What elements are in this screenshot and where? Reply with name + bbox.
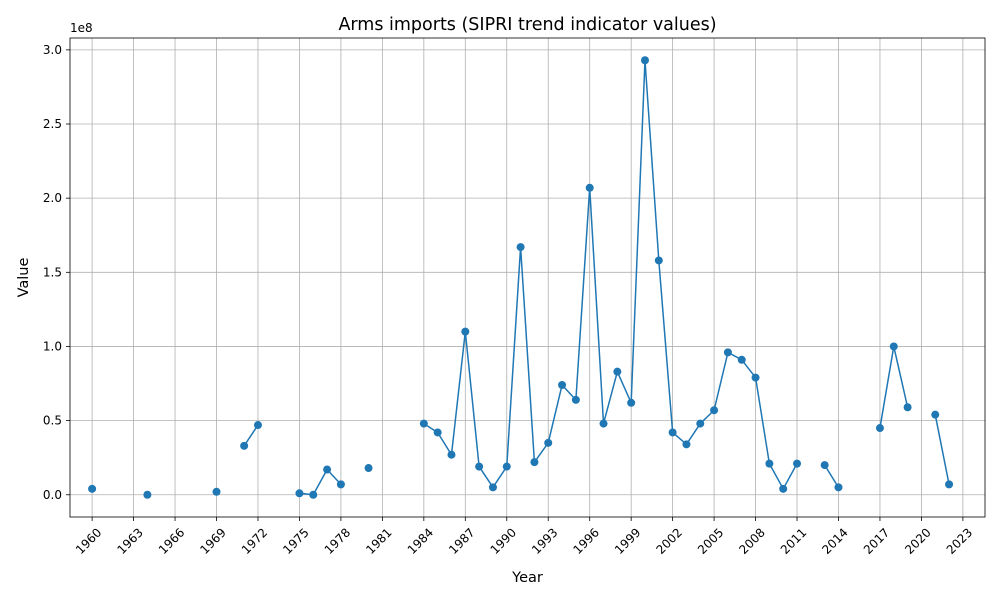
x-tick-label: 2005	[695, 525, 726, 556]
data-point	[585, 183, 594, 192]
chart-title: Arms imports (SIPRI trend indicator valu…	[338, 15, 716, 35]
data-point	[558, 381, 567, 390]
data-point	[737, 355, 746, 364]
x-tick-label: 1972	[239, 525, 270, 556]
series-line	[934, 414, 950, 485]
data-point	[945, 480, 954, 489]
y-axis-multiplier: 1e8	[70, 21, 93, 35]
data-point	[723, 348, 732, 357]
data-point	[295, 489, 304, 498]
data-point	[696, 419, 705, 428]
x-tick-label: 1999	[612, 525, 643, 556]
series-line	[299, 468, 342, 496]
data-point	[834, 483, 843, 492]
data-point	[668, 428, 677, 437]
series-arms-imports	[88, 56, 954, 499]
x-tick-label: 2017	[861, 525, 892, 556]
y-tick-label: 2.5	[43, 117, 62, 131]
data-point	[502, 462, 511, 471]
data-point	[710, 406, 719, 415]
data-point	[419, 419, 428, 428]
data-point	[903, 403, 912, 412]
plot-frame	[69, 37, 986, 518]
data-point	[433, 428, 442, 437]
x-tick-label: 1960	[73, 525, 104, 556]
y-axis-title: Value	[16, 258, 32, 298]
data-point	[488, 483, 497, 492]
y-tick-label: 1.0	[43, 339, 62, 353]
data-point	[309, 490, 318, 499]
x-tick-label: 1984	[405, 525, 436, 556]
y-tick-label: 0.0	[43, 488, 62, 502]
data-point	[212, 487, 221, 496]
x-tick-label: 1966	[156, 525, 187, 556]
data-point	[640, 56, 649, 65]
y-axis-ticks: 0.0 0.5 1.0 1.5 2.0 2.5 3.0	[43, 43, 70, 502]
data-point	[88, 484, 97, 493]
x-tick-label: 1996	[571, 525, 602, 556]
x-tick-label: 1981	[363, 525, 394, 556]
data-point	[599, 419, 608, 428]
x-tick-label: 2023	[944, 525, 975, 556]
x-tick-label: 1987	[446, 525, 477, 556]
data-point	[779, 484, 788, 493]
data-point	[336, 480, 345, 489]
data-point	[875, 424, 884, 433]
x-axis-title: Year	[511, 570, 543, 586]
series-line	[243, 424, 259, 447]
data-point	[682, 440, 691, 449]
series-line	[824, 464, 840, 488]
y-tick-label: 0.5	[43, 414, 62, 428]
x-axis-ticks: 1960 1963 1966 1969 1972 1975 1978 1981 1984 1987…	[73, 517, 975, 557]
series-line	[879, 345, 909, 429]
data-point	[765, 459, 774, 468]
x-tick-label: 1975	[280, 525, 311, 556]
grid	[70, 38, 985, 517]
data-point	[253, 421, 262, 430]
data-point	[793, 459, 802, 468]
y-tick-label: 2.0	[43, 191, 62, 205]
data-point	[889, 342, 898, 351]
data-point	[516, 243, 525, 252]
x-tick-label: 1990	[488, 525, 519, 556]
x-tick-label: 2002	[653, 525, 684, 556]
data-point	[751, 373, 760, 382]
data-point	[323, 465, 332, 474]
x-tick-label: 2011	[778, 525, 809, 556]
data-point	[613, 367, 622, 376]
data-point	[820, 461, 829, 470]
data-point	[364, 464, 373, 473]
data-point	[240, 441, 249, 450]
x-tick-label: 2020	[902, 525, 933, 556]
x-tick-label: 2014	[819, 525, 850, 556]
data-point	[654, 256, 663, 265]
data-point	[461, 327, 470, 336]
y-tick-label: 3.0	[43, 43, 62, 57]
data-point	[530, 458, 539, 467]
x-tick-label: 1969	[197, 525, 228, 556]
data-point	[627, 398, 636, 407]
data-point	[931, 410, 940, 419]
x-tick-label: 1993	[529, 525, 560, 556]
data-point	[544, 438, 553, 447]
data-point	[447, 450, 456, 459]
data-point	[475, 462, 484, 471]
series-line	[423, 59, 798, 490]
x-tick-label: 1963	[114, 525, 145, 556]
x-tick-label: 1978	[322, 525, 353, 556]
y-tick-label: 1.5	[43, 265, 62, 279]
data-point	[571, 395, 580, 404]
x-tick-label: 2008	[736, 525, 767, 556]
data-point	[143, 490, 152, 499]
